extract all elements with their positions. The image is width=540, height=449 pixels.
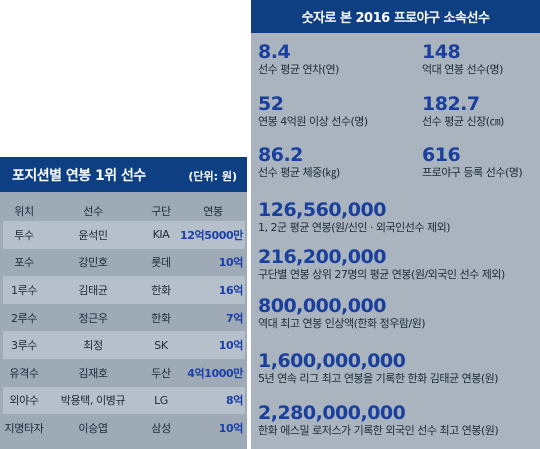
cell-team: 롯데 (151, 256, 171, 270)
cell-salary: 10억 (218, 256, 244, 270)
position-salary-header: 포지션별 연봉 1위 선수 (단위: 원) (0, 157, 247, 192)
header-team: 구단 (151, 205, 171, 218)
stat-value: 216,200,000 (258, 246, 386, 268)
stat-label: 선수 평균 체중(㎏) (258, 166, 340, 179)
player-stats-header: 숫자로 본 2016 프로야구 소속선수 (251, 0, 540, 33)
table-row: 3루수 최정 SK 10억 (3, 331, 245, 359)
stat-avg-height: 182.7 선수 평균 신장(㎝) (422, 93, 504, 129)
position-salary-panel: 포지션별 연봉 1위 선수 (단위: 원) 위치 선수 구단 연봉 투수 윤석민… (0, 157, 247, 449)
stat-100m-players: 148 억대 연봉 선수(명) (422, 41, 503, 77)
table-row: 지명타자 이승엽 삼성 10억 (3, 414, 245, 442)
stat-label: 선수 평균 연차(연) (258, 63, 339, 76)
stat-label: 1, 2군 평균 연봉(원/신인 · 외국인선수 제외) (258, 221, 451, 234)
cell-player: 김재호 (78, 366, 108, 380)
cell-player: 김태균 (78, 283, 108, 297)
stat-rogers-salary: 2,280,000,000 한화 에스밀 로저스가 기록한 외국인 선수 최고 … (258, 402, 499, 438)
stat-max-raise: 800,000,000 역대 최고 연봉 인상액(한화 정우람/원) (258, 295, 426, 331)
stat-value: 1,600,000,000 (258, 350, 406, 372)
stat-value: 52 (258, 93, 284, 115)
table-row: 포수 강민호 롯데 10억 (3, 249, 245, 277)
unit-label: (단위: 원) (188, 170, 237, 183)
cell-team: 한화 (151, 311, 171, 325)
stat-avg-years: 8.4 선수 평균 연차(연) (258, 41, 339, 77)
cell-position: 유격수 (9, 366, 39, 380)
cell-salary: 10억 (218, 339, 244, 353)
header-position: 위치 (14, 205, 34, 218)
cell-team: 한화 (151, 283, 171, 297)
stat-value: 8.4 (258, 41, 291, 63)
stat-value: 182.7 (422, 93, 480, 115)
stat-label: 억대 연봉 선수(명) (422, 63, 503, 76)
stat-avg-weight: 86.2 선수 평균 체중(㎏) (258, 144, 340, 180)
stat-label: 한화 에스밀 로저스가 기록한 외국인 선수 최고 연봉(원) (258, 424, 499, 437)
cell-position: 지명타자 (4, 421, 44, 435)
stat-value: 148 (422, 41, 461, 63)
header-salary: 연봉 (203, 205, 223, 218)
stat-400m-players: 52 연봉 4억원 이상 선수(명) (258, 93, 368, 129)
player-stats-panel: 숫자로 본 2016 프로야구 소속선수 8.4 선수 평균 연차(연) 148… (251, 0, 540, 449)
cell-player: 박용택, 이병규 (60, 394, 126, 408)
cell-team: KIA (152, 228, 170, 242)
cell-salary: 8억 (226, 394, 243, 408)
player-stats-title: 숫자로 본 2016 프로야구 소속선수 (301, 11, 490, 26)
cell-position: 투수 (14, 228, 34, 242)
cell-player: 강민호 (78, 256, 108, 270)
stat-label: 연봉 4억원 이상 선수(명) (258, 115, 368, 128)
cell-position: 3루수 (10, 339, 38, 353)
stat-value: 616 (422, 144, 461, 166)
stat-kim-salary: 1,600,000,000 5년 연속 리그 최고 연봉을 기록한 한화 김태균… (258, 350, 499, 386)
cell-salary: 4억1000만 (187, 366, 243, 380)
header-player: 선수 (83, 205, 103, 218)
stat-value: 800,000,000 (258, 295, 386, 317)
table-row: 유격수 김재호 두산 4억1000만 (3, 359, 245, 387)
stat-label: 선수 평균 신장(㎝) (422, 115, 504, 128)
stat-value: 126,560,000 (258, 199, 386, 221)
cell-team: 삼성 (151, 421, 171, 435)
stat-value: 86.2 (258, 144, 303, 166)
cell-position: 1루수 (10, 283, 38, 297)
cell-player: 이승엽 (78, 421, 108, 435)
cell-team: LG (154, 393, 168, 407)
cell-player: 최정 (83, 339, 103, 353)
cell-salary: 16억 (218, 283, 244, 297)
table-header-row: 위치 선수 구단 연봉 (3, 201, 245, 221)
stat-top27-salary: 216,200,000 구단별 연봉 상위 27명의 평균 연봉(원/외국인 선… (258, 246, 505, 282)
table-row: 투수 윤석민 KIA 12억5000만 (3, 221, 245, 249)
table-row: 2루수 정근우 한화 7억 (3, 304, 245, 332)
position-salary-title: 포지션별 연봉 1위 선수 (12, 168, 146, 184)
table-row: 1루수 김태균 한화 16억 (3, 276, 245, 304)
cell-salary: 10억 (218, 421, 244, 435)
cell-position: 2루수 (10, 311, 38, 325)
stat-avg-salary: 126,560,000 1, 2군 평균 연봉(원/신인 · 외국인선수 제외) (258, 199, 451, 235)
table-row: 외야수 박용택, 이병규 LG 8억 (3, 386, 245, 415)
cell-salary: 12억5000만 (180, 228, 243, 242)
position-salary-table: 위치 선수 구단 연봉 투수 윤석민 KIA 12억5000만 포수 강민호 롯… (3, 201, 245, 442)
cell-player: 윤석민 (78, 228, 108, 242)
cell-player: 정근우 (78, 311, 108, 325)
stat-label: 역대 최고 연봉 인상액(한화 정우람/원) (258, 317, 426, 330)
cell-salary: 7억 (226, 311, 243, 325)
stat-registered-players: 616 프로야구 등록 선수(명) (422, 144, 523, 180)
stat-label: 프로야구 등록 선수(명) (422, 166, 523, 179)
stat-value: 2,280,000,000 (258, 402, 406, 424)
cell-team: SK (154, 338, 168, 352)
cell-team: 두산 (151, 366, 171, 380)
stat-label: 구단별 연봉 상위 27명의 평균 연봉(원/외국인 선수 제외) (258, 268, 505, 281)
cell-position: 포수 (14, 256, 34, 270)
stat-label: 5년 연속 리그 최고 연봉을 기록한 한화 김태균 연봉(원) (258, 372, 499, 385)
cell-position: 외야수 (9, 394, 39, 408)
